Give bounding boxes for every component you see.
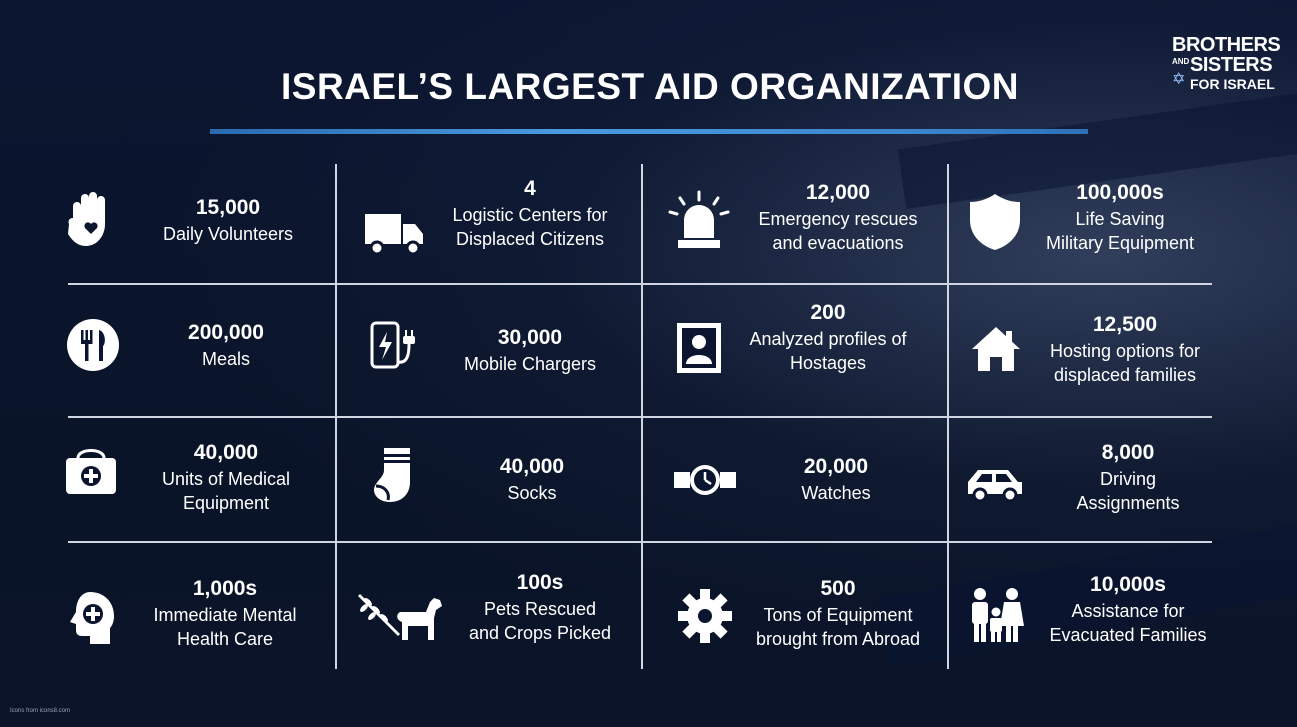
stat-cell-14: 100s Pets Rescued and Crops Picked: [450, 570, 630, 646]
grid-hline-1: [68, 283, 1212, 285]
stat-label: Health Care: [176, 629, 274, 650]
stat-label: Watches: [801, 483, 871, 504]
stat-label: Tons of Equipment: [763, 605, 913, 626]
mental-health-icon: [66, 590, 118, 651]
stat-label: Socks: [507, 483, 557, 504]
dog-wheat-icon: [356, 592, 444, 647]
hand-heart-icon: [67, 190, 115, 255]
stat-number: 10,000s: [1090, 573, 1166, 596]
stat-cell-7: 200 Analyzed profiles of Hostages: [730, 300, 926, 376]
stat-cell-8: 12,500 Hosting options for displaced fam…: [1036, 312, 1214, 388]
stat-label: Assignments: [1076, 493, 1180, 514]
stat-label: and evacuations: [772, 233, 904, 254]
stat-number: 1,000s: [192, 577, 258, 600]
stat-label: Displaced Citizens: [455, 229, 605, 250]
page-title: ISRAEL’S LARGEST AID ORGANIZATION: [280, 66, 1020, 107]
stat-cell-10: 40,000 Socks: [450, 454, 614, 505]
stat-label: Logistic Centers for: [452, 205, 608, 226]
stat-cell-5: 200,000 Meals: [140, 320, 312, 371]
profile-icon: [676, 322, 722, 379]
stat-number: 100,000s: [1076, 181, 1164, 204]
stat-label: Analyzed profiles of: [749, 329, 907, 350]
stat-number: 30,000: [497, 326, 563, 349]
grid-hline-3: [68, 541, 1212, 543]
stat-cell-2: 4 Logistic Centers for Displaced Citizen…: [430, 176, 630, 252]
logo-line-4: FOR ISRAEL: [1190, 76, 1275, 92]
title-underline: [210, 129, 1088, 134]
stat-cell-4: 100,000s Life Saving Military Equipment: [1030, 180, 1210, 256]
logo-line-1: BROTHERS: [1172, 34, 1281, 56]
grid-hline-2: [68, 416, 1212, 418]
shield-icon: [968, 192, 1022, 257]
fork-knife-icon: [66, 318, 120, 377]
stat-label: brought from Abroad: [755, 629, 921, 650]
stat-number: 100s: [516, 571, 564, 594]
medical-kit-icon: [64, 446, 118, 501]
stat-cell-1: 15,000 Daily Volunteers: [140, 195, 316, 246]
stat-cell-15: 500 Tons of Equipment brought from Abroa…: [742, 576, 934, 652]
stat-number: 200: [810, 301, 846, 324]
star-of-david-icon: ✡: [1172, 71, 1186, 88]
charger-icon: [369, 320, 421, 379]
truck-icon: [365, 210, 425, 261]
stat-cell-6: 30,000 Mobile Chargers: [440, 325, 620, 376]
stat-label: and Crops Picked: [468, 623, 612, 644]
logo-line-3: SISTERS: [1190, 54, 1273, 76]
family-icon: [968, 586, 1024, 649]
siren-icon: [668, 190, 730, 255]
stat-label: Mobile Chargers: [463, 354, 597, 375]
stat-label: Emergency rescues: [758, 209, 918, 230]
stat-label: Evacuated Families: [1049, 625, 1207, 646]
stat-label: Pets Rescued: [483, 599, 597, 620]
stat-cell-13: 1,000s Immediate Mental Health Care: [140, 576, 310, 652]
stat-cell-16: 10,000s Assistance for Evacuated Familie…: [1036, 572, 1220, 648]
stat-label: Equipment: [182, 493, 270, 514]
stat-number: 40,000: [499, 455, 565, 478]
stat-label: Hostages: [789, 353, 867, 374]
sock-icon: [370, 446, 418, 509]
stat-number: 12,000: [805, 181, 871, 204]
brothers-sisters-logo: BROTHERS AND SISTERS ✡ FOR ISRAEL: [1166, 25, 1281, 97]
stat-cell-3: 12,000 Emergency rescues and evacuations: [740, 180, 936, 256]
logo-line-2: AND: [1172, 57, 1190, 66]
stat-label: Daily Volunteers: [162, 224, 294, 245]
stat-label: Units of Medical: [161, 469, 291, 490]
stat-number: 15,000: [195, 196, 261, 219]
stat-label: Driving: [1099, 469, 1156, 490]
house-icon: [970, 325, 1022, 378]
stat-label: Military Equipment: [1045, 233, 1195, 254]
gear-icon: [677, 588, 733, 649]
icon-credit: Icons from icons8.com: [10, 708, 71, 714]
stat-number: 12,500: [1092, 313, 1158, 336]
stat-cell-9: 40,000 Units of Medical Equipment: [142, 440, 310, 516]
stat-cell-12: 8,000 Driving Assignments: [1040, 440, 1216, 516]
stat-cell-11: 20,000 Watches: [746, 454, 926, 505]
car-icon: [964, 466, 1026, 507]
stat-number: 500: [820, 577, 856, 600]
stat-number: 20,000: [803, 455, 869, 478]
stat-label: Life Saving: [1075, 209, 1165, 230]
stat-label: Meals: [201, 349, 250, 370]
stat-label: Hosting options for: [1049, 341, 1201, 362]
stat-number: 8,000: [1101, 441, 1155, 464]
stat-number: 200,000: [188, 321, 264, 344]
watch-icon: [672, 464, 738, 501]
stat-number: 4: [524, 177, 536, 200]
stat-label: Assistance for: [1071, 601, 1185, 622]
stat-number: 40,000: [193, 441, 259, 464]
stat-label: Immediate Mental: [153, 605, 297, 626]
stat-label: displaced families: [1053, 365, 1197, 386]
